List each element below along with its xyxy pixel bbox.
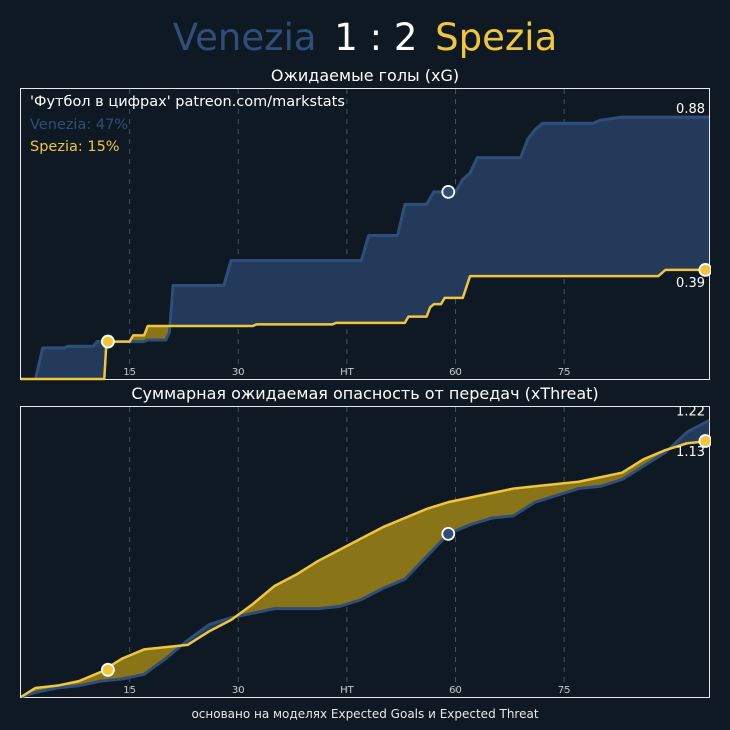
- xt-venezia-line: [21, 419, 710, 699]
- xg-tick-label-0: 15: [123, 367, 136, 378]
- xg-tick-label-1: 30: [232, 367, 245, 378]
- watermark: 'Футбол в цифрах' patreon.com/markstats: [30, 94, 345, 110]
- xt-chart: 15 30 HT 60 75 1.22 1.13: [20, 406, 711, 699]
- xt-goal-marker-1: [441, 526, 456, 541]
- xt-chart-plot: 15 30 HT 60 75 1.22 1.13: [21, 407, 711, 699]
- xt-final-label-venezia: 1.22: [676, 407, 705, 420]
- xg-goal-marker-1: [441, 185, 456, 199]
- xg-tick-label-3: 60: [449, 367, 462, 378]
- xg-chart-title: Ожидаемые голы (xG): [270, 66, 460, 85]
- match-header: Venezia 1 : 2 Spezia: [0, 14, 730, 62]
- xt-tick-label-2: HT: [340, 685, 355, 696]
- xg-chart-plot: 15 30 HT 60 75 0.88 0.39: [21, 89, 711, 381]
- xt-goal-marker-0: [101, 662, 115, 677]
- xt-tick-label-0: 15: [123, 685, 136, 696]
- xt-final-label-spezia: 1.13: [676, 445, 705, 460]
- xg-chart: 15 30 HT 60 75 0.88 0.39 'Футбол в цифрах' pat…: [20, 88, 711, 381]
- xg-tick-label-2: HT: [340, 367, 355, 378]
- xg-final-label-venezia: 0.88: [676, 102, 705, 117]
- xg-venezia-line: [34, 115, 709, 380]
- away-team-name: Spezia: [435, 16, 558, 59]
- xt-spezia-line: [21, 439, 710, 699]
- footer-note: основано на моделях Expected Goals и Exp…: [191, 707, 539, 721]
- xg-final-label-spezia: 0.39: [676, 276, 705, 291]
- xg-goal-marker-2: [698, 262, 711, 277]
- venezia-win-probability: Venezia: 47%: [30, 117, 129, 133]
- match-score: 1 : 2: [334, 16, 418, 59]
- xt-tick-label-1: 30: [232, 685, 245, 696]
- xg-tick-label-4: 75: [558, 367, 571, 378]
- home-team-name: Venezia: [172, 16, 317, 59]
- xt-chart-title: Суммарная ожидаемая опасность от передач…: [131, 384, 599, 403]
- xt-tick-label-4: 75: [558, 685, 571, 696]
- xt-tick-label-3: 60: [449, 685, 462, 696]
- spezia-win-probability: Spezia: 15%: [30, 139, 120, 155]
- xg-spezia-line: [21, 268, 709, 381]
- xg-goal-marker-0: [101, 334, 115, 349]
- xt-spezia-advantage-area: [21, 420, 709, 697]
- xt-goal-marker-2: [698, 434, 711, 448]
